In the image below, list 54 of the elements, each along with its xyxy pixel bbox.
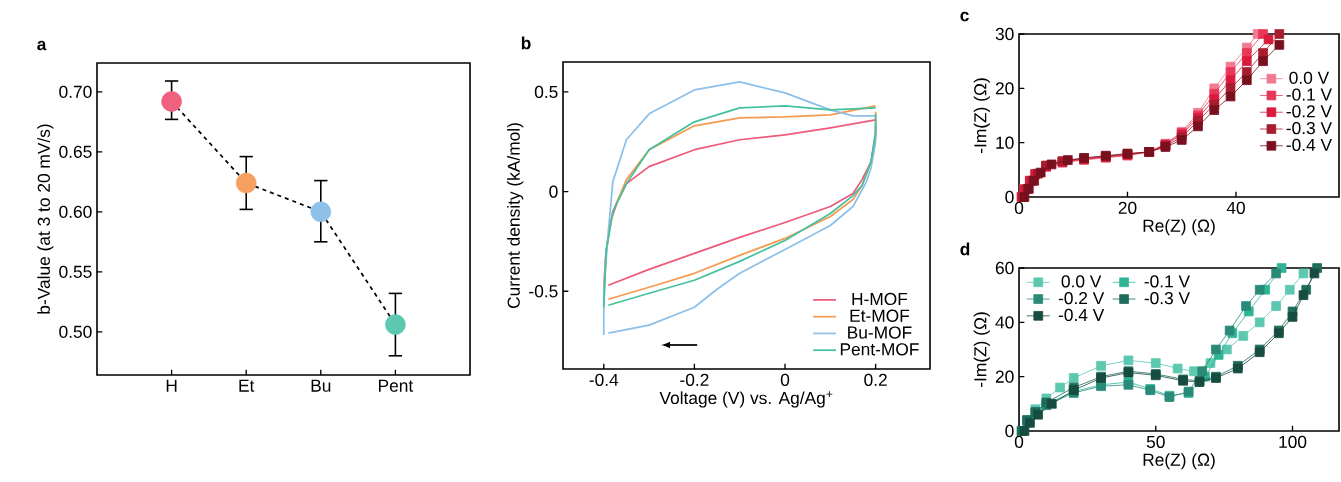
y-tick-label: 0.60 <box>59 205 92 218</box>
legend-label: -0.4 V <box>1286 138 1332 151</box>
legend-label: -0.1 V <box>1144 275 1190 288</box>
chart-title: a <box>37 40 47 51</box>
legend-label: -0.1 V <box>1286 88 1332 101</box>
chart-title: d <box>960 242 970 256</box>
x-axis-title: Re(Z) (Ω) <box>1143 219 1215 236</box>
x-tick-label: 40 <box>1226 201 1245 214</box>
legend-label: H-MOF <box>852 292 908 306</box>
x-tick-label: Et <box>239 379 255 392</box>
y-tick-label: 60 <box>995 261 1014 275</box>
x-axis-title: Voltage (V) vs. Ag/Ag$^{+}$ <box>659 391 833 408</box>
legend-label: Et-MOF <box>850 309 910 322</box>
x-tick-label: 0.2 <box>864 373 887 386</box>
y-tick-label: -0.5 <box>529 285 558 298</box>
x-tick-label: 20 <box>1118 201 1137 214</box>
y-tick-label: 0.70 <box>59 85 92 98</box>
y-tick-label: 0 <box>1005 424 1014 438</box>
y-axis-title: -Im(Z) (Ω) <box>973 312 990 387</box>
x-tick-label: 100 <box>1279 435 1307 448</box>
y-axis-title: b-Value (at 3 to 20 mV/s) <box>37 124 54 314</box>
x-tick-label: Pent <box>379 379 414 392</box>
y-tick-label: 0 <box>549 185 558 198</box>
chart-title: b <box>521 36 531 50</box>
x-tick-label: 50 <box>1146 435 1165 448</box>
x-tick-label: 0 <box>780 373 790 386</box>
legend-label: -0.3 V <box>1144 292 1190 305</box>
x-tick-label: -0.2 <box>680 373 709 386</box>
x-tick-label: -0.4 <box>589 373 619 386</box>
y-tick-label: 20 <box>995 82 1014 95</box>
y-axis-title: Current density (kA/mol) <box>507 123 524 309</box>
x-tick-label: H <box>166 379 177 392</box>
legend-label: -0.2 V <box>1058 292 1105 305</box>
y-tick-label: 0.50 <box>59 325 92 338</box>
y-tick-label: 0 <box>1005 190 1014 204</box>
legend-label: -0.4 V <box>1058 308 1105 322</box>
x-tick-label: 0 <box>1014 201 1024 214</box>
x-tick-label: 0 <box>1014 435 1024 448</box>
legend-label: -0.3 V <box>1286 121 1332 135</box>
legend-label: Pent-MOF <box>840 343 919 356</box>
x-tick-label: Bu <box>311 379 331 392</box>
y-axis-title: -Im(Z) (Ω) <box>973 78 990 153</box>
y-tick-label: 10 <box>996 136 1014 149</box>
y-tick-label: 30 <box>995 27 1014 41</box>
x-axis-title: Re(Z) (Ω) <box>1143 453 1215 470</box>
legend-label: Bu-MOF <box>848 326 912 339</box>
chart-title: c <box>960 11 969 22</box>
legend-label: 0.0 V <box>1289 71 1330 84</box>
legend-label: 0.0 V <box>1061 275 1102 288</box>
y-tick-label: 0.5 <box>534 85 558 99</box>
y-tick-label: 0.55 <box>59 265 92 278</box>
y-tick-label: 0.65 <box>59 145 92 158</box>
y-tick-label: 40 <box>995 316 1014 329</box>
legend-label: -0.2 V <box>1286 105 1332 118</box>
